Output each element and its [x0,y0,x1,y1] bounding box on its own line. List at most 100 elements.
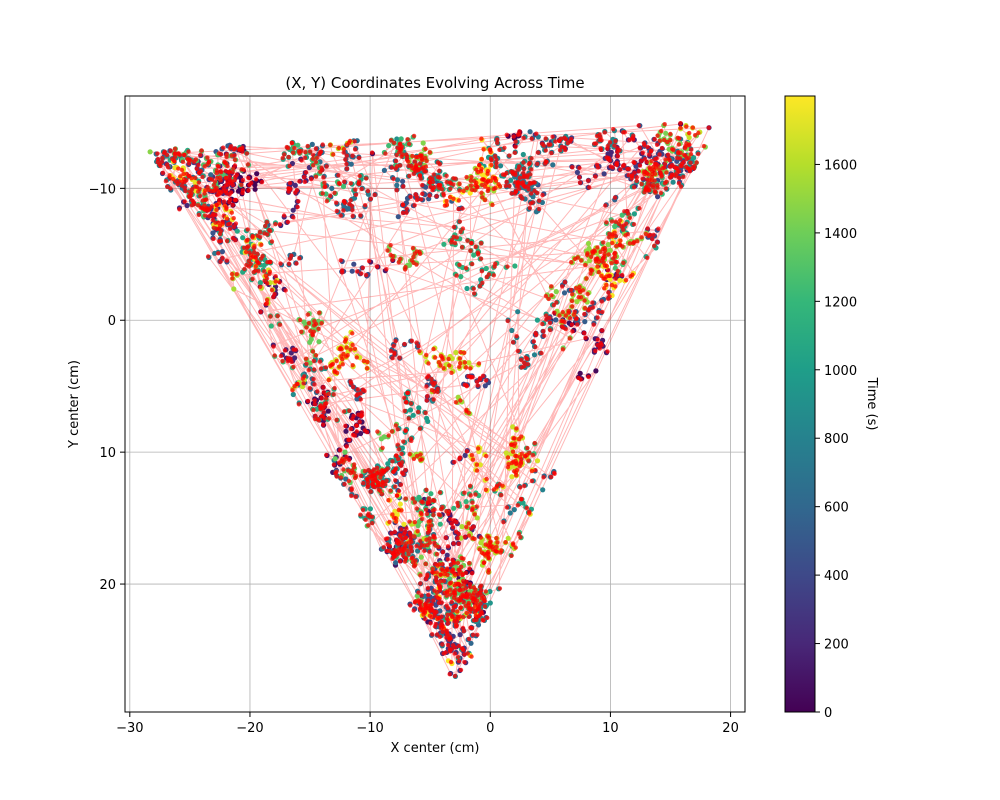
chart-title: (X, Y) Coordinates Evolving Across Time [285,74,584,92]
overlay-point [562,135,567,140]
overlay-point [384,478,389,483]
overlay-point [296,402,302,407]
overlay-point [360,265,365,270]
overlay-point [352,147,358,152]
overlay-point [485,168,491,174]
data-point [487,600,493,606]
overlay-point [351,470,356,475]
overlay-point [494,161,499,166]
overlay-point [248,261,253,267]
overlay-point [216,251,221,256]
overlay-point [424,352,429,358]
overlay-point [483,542,488,547]
overlay-point [358,397,363,402]
data-point [463,499,469,505]
overlay-point [650,236,655,242]
data-point [268,323,274,329]
overlay-point [359,186,364,192]
overlay-point [627,215,632,221]
overlay-point [344,153,349,158]
overlay-point [412,159,417,164]
overlay-point [401,531,407,537]
overlay-point [456,658,462,664]
overlay-point [420,500,425,505]
overlay-point [458,605,463,611]
overlay-point [326,416,332,421]
overlay-point [636,169,642,174]
overlay-point [237,146,243,151]
overlay-point [550,134,555,139]
overlay-point [647,165,652,170]
overlay-point [614,243,619,249]
overlay-point [467,582,473,587]
overlay-point [586,374,591,380]
overlay-point [426,592,431,598]
overlay-point [420,191,425,196]
overlay-point [514,461,519,466]
overlay-point [304,325,309,330]
overlay-point [369,150,375,155]
overlay-point [395,427,400,432]
overlay-point [495,137,500,142]
overlay-point [540,192,545,198]
overlay-point [451,196,456,201]
overlay-point [509,442,514,447]
overlay-point [341,467,346,472]
overlay-point [425,574,430,579]
overlay-point [300,376,305,381]
data-point [458,274,464,280]
overlay-point [558,136,564,141]
data-point [147,149,153,155]
overlay-point [458,350,463,355]
overlay-point [467,566,472,571]
overlay-point [648,148,654,153]
data-point [601,171,607,177]
overlay-point [653,165,659,170]
colorbar-tick-label: 400 [824,569,849,584]
overlay-point [217,231,223,237]
overlay-point [199,148,204,153]
overlay-point [385,536,390,541]
overlay-point [245,162,251,167]
overlay-point [196,189,201,194]
overlay-point [649,159,654,164]
overlay-point [160,170,165,175]
data-point [288,350,294,356]
overlay-point [337,364,342,369]
overlay-point [513,172,518,178]
overlay-point [589,268,595,273]
overlay-point [350,432,356,437]
overlay-point [573,286,579,291]
overlay-point [519,497,524,502]
overlay-point [486,567,491,573]
overlay-point [450,608,456,613]
overlay-point [317,359,323,364]
overlay-point [422,548,427,553]
overlay-point [217,175,223,180]
overlay-point [595,245,600,250]
data-point [577,370,583,376]
overlay-point [549,284,554,289]
overlay-point [612,230,617,235]
overlay-point [413,192,418,197]
overlay-point [488,149,493,155]
data-point [509,327,515,334]
data-point [508,177,514,183]
overlay-point [678,150,683,156]
overlay-point [494,157,499,162]
overlay-point [211,183,217,188]
overlay-point [660,166,665,171]
overlay-point [400,152,405,157]
overlay-point [189,176,194,181]
overlay-point [232,177,237,183]
overlay-point [246,188,251,193]
overlay-point [364,176,369,181]
overlay-point [264,301,270,306]
overlay-point [319,321,324,326]
overlay-point [341,351,346,356]
overlay-point [470,606,476,612]
overlay-point [389,550,395,555]
data-point [261,262,267,268]
overlay-point [515,132,521,137]
overlay-point [297,179,302,184]
